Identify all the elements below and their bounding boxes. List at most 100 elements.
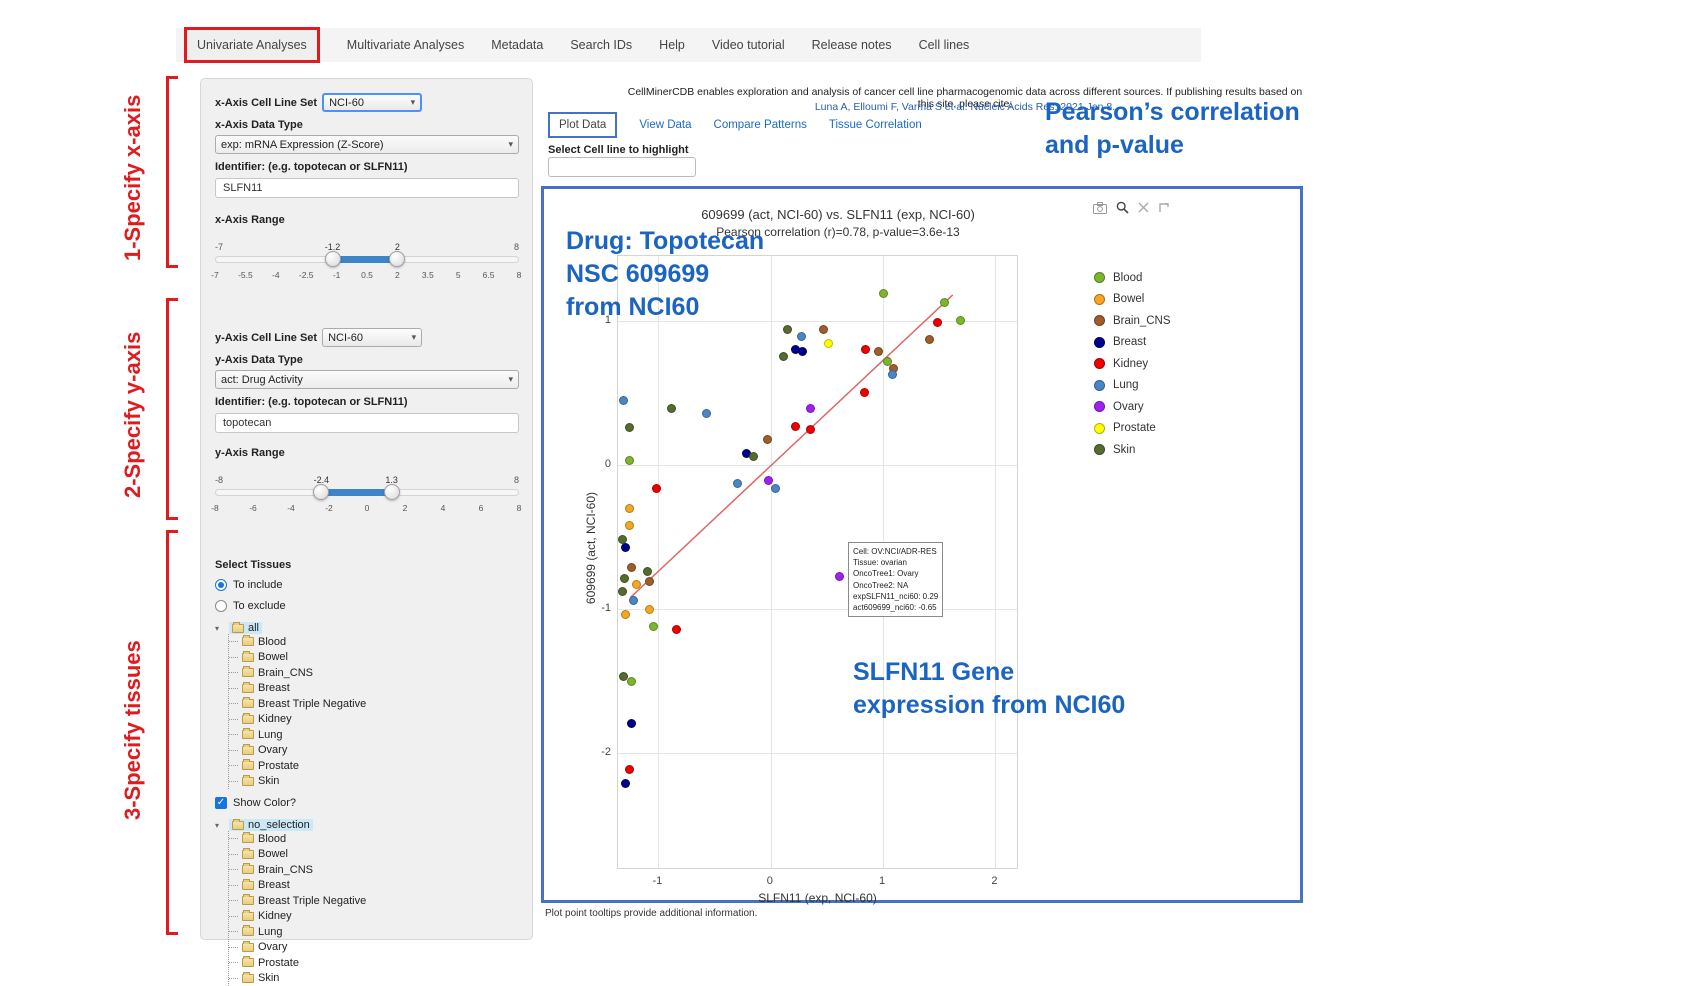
data-point[interactable] bbox=[627, 563, 636, 572]
tree-item-lung[interactable]: Lung bbox=[229, 727, 519, 743]
tab-multivariate-analyses[interactable]: Multivariate Analyses bbox=[347, 38, 464, 52]
data-point[interactable] bbox=[625, 521, 634, 530]
camera-icon[interactable] bbox=[1093, 202, 1107, 214]
tab-video-tutorial[interactable]: Video tutorial bbox=[712, 38, 785, 52]
data-point[interactable] bbox=[879, 289, 888, 298]
tab-compare-patterns[interactable]: Compare Patterns bbox=[714, 119, 807, 131]
data-point[interactable] bbox=[771, 484, 780, 493]
show-color-checkbox[interactable]: ✓ Show Color? bbox=[215, 797, 519, 809]
tree-item-blood[interactable]: Blood bbox=[229, 831, 519, 847]
tree-item-brain-cns[interactable]: Brain_CNS bbox=[229, 665, 519, 681]
data-point[interactable] bbox=[940, 298, 949, 307]
legend-item-lung[interactable]: Lung bbox=[1094, 375, 1171, 397]
data-point[interactable] bbox=[791, 422, 800, 431]
data-point[interactable] bbox=[925, 335, 934, 344]
data-point[interactable] bbox=[625, 504, 634, 513]
slider-handle-low[interactable] bbox=[325, 251, 341, 267]
data-point[interactable] bbox=[625, 423, 634, 432]
x-axis-cell-line-set-select[interactable]: NCI-60 ▾ bbox=[322, 93, 422, 112]
data-point[interactable] bbox=[627, 677, 636, 686]
zoom-icon[interactable] bbox=[1116, 201, 1129, 214]
data-point[interactable] bbox=[632, 580, 641, 589]
legend-item-breast[interactable]: Breast bbox=[1094, 332, 1171, 354]
highlight-cell-line-input[interactable] bbox=[548, 157, 696, 177]
tab-search-ids[interactable]: Search IDs bbox=[570, 38, 632, 52]
data-point[interactable] bbox=[933, 318, 942, 327]
legend-item-bowel[interactable]: Bowel bbox=[1094, 289, 1171, 311]
legend-item-ovary[interactable]: Ovary bbox=[1094, 396, 1171, 418]
pan-icon[interactable] bbox=[1138, 202, 1149, 213]
tree-expander-icon[interactable]: ▾ bbox=[215, 821, 225, 830]
data-point[interactable] bbox=[797, 332, 806, 341]
data-point[interactable] bbox=[860, 388, 869, 397]
tree-item-breast-triple-negative[interactable]: Breast Triple Negative bbox=[229, 696, 519, 712]
data-point[interactable] bbox=[835, 572, 844, 581]
tab-release-notes[interactable]: Release notes bbox=[812, 38, 892, 52]
slider-handle-low[interactable] bbox=[313, 484, 329, 500]
radio-to-include[interactable]: To include bbox=[215, 579, 519, 591]
tree-item-breast[interactable]: Breast bbox=[229, 681, 519, 697]
tree-item-bowel[interactable]: Bowel bbox=[229, 847, 519, 863]
data-point[interactable] bbox=[625, 456, 634, 465]
x-identifier-input[interactable]: SLFN11 bbox=[215, 178, 519, 198]
data-point[interactable] bbox=[652, 484, 661, 493]
data-point[interactable] bbox=[861, 345, 870, 354]
radio-to-exclude[interactable]: To exclude bbox=[215, 600, 519, 612]
data-point[interactable] bbox=[672, 625, 681, 634]
data-point[interactable] bbox=[806, 404, 815, 413]
data-point[interactable] bbox=[874, 347, 883, 356]
tab-view-data[interactable]: View Data bbox=[639, 119, 691, 131]
legend-item-brain_cns[interactable]: Brain_CNS bbox=[1094, 310, 1171, 332]
data-point[interactable] bbox=[643, 567, 652, 576]
data-point[interactable] bbox=[824, 339, 833, 348]
tree-item-breast[interactable]: Breast bbox=[229, 878, 519, 894]
y-identifier-input[interactable]: topotecan bbox=[215, 413, 519, 433]
y-axis-cell-line-set-select[interactable]: NCI-60 ▾ bbox=[322, 328, 422, 347]
data-point[interactable] bbox=[779, 352, 788, 361]
legend-item-skin[interactable]: Skin bbox=[1094, 439, 1171, 461]
reset-axes-icon[interactable] bbox=[1158, 202, 1170, 214]
tab-univariate-analyses[interactable]: Univariate Analyses bbox=[197, 38, 307, 52]
tab-cell-lines[interactable]: Cell lines bbox=[919, 38, 970, 52]
data-point[interactable] bbox=[733, 479, 742, 488]
data-point[interactable] bbox=[625, 765, 634, 774]
data-point[interactable] bbox=[702, 409, 711, 418]
tree-item-skin[interactable]: Skin bbox=[229, 971, 519, 986]
data-point[interactable] bbox=[888, 370, 897, 379]
tree-item-prostate[interactable]: Prostate bbox=[229, 758, 519, 774]
tree-expander-icon[interactable]: ▾ bbox=[215, 624, 225, 633]
x-axis-data-type-select[interactable]: exp: mRNA Expression (Z-Score) ▾ bbox=[215, 135, 519, 154]
tree-root[interactable]: ▾all bbox=[215, 622, 519, 634]
tab-help[interactable]: Help bbox=[659, 38, 685, 52]
tab-metadata[interactable]: Metadata bbox=[491, 38, 543, 52]
tree-root[interactable]: ▾no_selection bbox=[215, 819, 519, 831]
tree-item-ovary[interactable]: Ovary bbox=[229, 743, 519, 759]
tree-item-blood[interactable]: Blood bbox=[229, 634, 519, 650]
data-point[interactable] bbox=[763, 435, 772, 444]
y-tick-label: 0 bbox=[587, 458, 611, 470]
data-point[interactable] bbox=[627, 719, 636, 728]
tree-item-kidney[interactable]: Kidney bbox=[229, 712, 519, 728]
data-point[interactable] bbox=[645, 605, 654, 614]
legend-item-kidney[interactable]: Kidney bbox=[1094, 353, 1171, 375]
data-point[interactable] bbox=[806, 425, 815, 434]
tab-tissue-correlation[interactable]: Tissue Correlation bbox=[829, 119, 922, 131]
slider-handle-high[interactable] bbox=[384, 484, 400, 500]
tree-item-ovary[interactable]: Ovary bbox=[229, 940, 519, 956]
tree-item-lung[interactable]: Lung bbox=[229, 924, 519, 940]
y-axis-data-type-select[interactable]: act: Drug Activity ▾ bbox=[215, 370, 519, 389]
legend-item-prostate[interactable]: Prostate bbox=[1094, 418, 1171, 440]
tab-plot-data[interactable]: Plot Data bbox=[548, 112, 617, 138]
tree-item-kidney[interactable]: Kidney bbox=[229, 909, 519, 925]
tree-item-breast-triple-negative[interactable]: Breast Triple Negative bbox=[229, 893, 519, 909]
tree-item-brain-cns[interactable]: Brain_CNS bbox=[229, 862, 519, 878]
tree-item-skin[interactable]: Skin bbox=[229, 774, 519, 790]
slider-handle-high[interactable] bbox=[389, 251, 405, 267]
data-point[interactable] bbox=[619, 396, 628, 405]
tree-item-prostate[interactable]: Prostate bbox=[229, 955, 519, 971]
tree-item-bowel[interactable]: Bowel bbox=[229, 650, 519, 666]
legend-item-blood[interactable]: Blood bbox=[1094, 267, 1171, 289]
